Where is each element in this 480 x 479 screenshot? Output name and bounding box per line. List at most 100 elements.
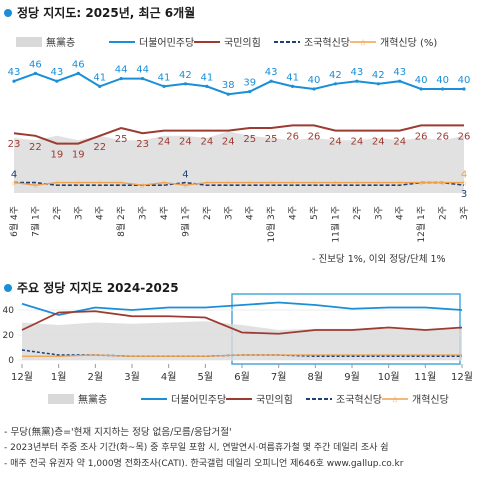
marker-star-icon: ☆ (75, 180, 81, 188)
legend-swatch-no-party (48, 394, 74, 404)
data-label-dem: 43 (265, 67, 278, 78)
data-label-ppp: 26 (436, 131, 449, 142)
point-dem (462, 87, 466, 91)
line-dem (21, 301, 463, 316)
point-dem (355, 79, 359, 83)
point-dem (248, 90, 252, 94)
marker-star-icon: ☆ (139, 182, 145, 190)
data-label-ppp: 19 (50, 150, 63, 161)
area-no-party (22, 321, 462, 360)
point-dem (205, 84, 209, 88)
data-label-dem: 41 (158, 72, 171, 83)
x-tick-label: 12월 1주 (415, 206, 427, 243)
point-dem (312, 87, 316, 91)
x-tick-label: 7월 1주 (29, 206, 41, 237)
data-label-ppp: 26 (286, 131, 299, 142)
legend-label: 국민의힘 (256, 394, 293, 406)
line-ppp (13, 124, 464, 145)
marker-star-icon: ☆ (161, 180, 167, 188)
marker-star-icon: ☆ (32, 182, 38, 190)
marker-star-icon: ☆ (204, 180, 210, 188)
note-1: - 무당(無黨)층='현재 지지하는 정당 없음/모름/응답거절' (4, 427, 232, 438)
data-label-rebuild: 4 (11, 170, 17, 181)
legend-label: 더불어민주당 (139, 37, 194, 49)
x-tick-label: 6월 4주 (8, 206, 20, 237)
note-2: - 2023년부터 주중 조사 기간(화~목) 중 후무일 포함 시, 연말연시… (4, 443, 389, 453)
x-month-label: 11월 (414, 371, 436, 383)
point-dem (419, 87, 423, 91)
legend-marker-star-icon: ☆ (359, 39, 367, 49)
data-label-ppp: 22 (93, 142, 106, 153)
x-month-label: 6월 (234, 371, 250, 383)
line-reform (13, 181, 464, 186)
data-label-ppp: 24 (350, 137, 363, 148)
data-label-dem: 44 (115, 65, 128, 76)
point-dem (33, 71, 38, 75)
data-label-dem: 43 (8, 67, 21, 78)
point-dem (376, 82, 380, 86)
data-label-dem: 39 (243, 78, 256, 89)
x-tick-label: 3주 (373, 206, 384, 220)
data-label-dem: 46 (72, 59, 85, 70)
data-label-rebuild: 4 (182, 170, 188, 181)
x-month-label: 7월 (271, 371, 287, 383)
data-label-dem: 42 (179, 70, 192, 81)
title-bullet-icon (4, 8, 12, 17)
point-dem (119, 77, 123, 81)
x-tick-label: 4주 (288, 206, 299, 220)
x-month-label: 1월 (51, 371, 67, 383)
data-label-ppp: 24 (393, 137, 406, 148)
point-dem (226, 92, 230, 96)
point-dem (440, 87, 445, 91)
data-label-dem: 41 (200, 72, 213, 83)
line-reform (22, 354, 462, 357)
data-label-dem: 43 (50, 67, 63, 78)
data-label-ppp: 24 (158, 137, 171, 148)
x-tick-label: 2주 (52, 206, 63, 220)
x-month-label: 8월 (308, 371, 324, 383)
line-ppp (21, 310, 463, 335)
data-label-dem: 42 (372, 70, 385, 81)
marker-star-icon: ☆ (182, 182, 188, 190)
marker-star-icon: ☆ (11, 180, 17, 188)
data-label-ppp: 24 (329, 137, 342, 148)
chart2-svg: 40 20 0 12월 1월 2월 3월 4월 5월 6월 7월 8월 9월 10월 11월 12월 無黨층 더불… (3, 293, 473, 406)
y-tick-label: 40 (3, 306, 15, 316)
legend-label: 조국혁신당 (304, 37, 350, 49)
data-label-ppp: 19 (72, 150, 85, 161)
data-label-dem: 43 (350, 67, 363, 78)
data-label-ppp: 24 (179, 137, 192, 148)
data-label-ppp: 25 (265, 134, 278, 145)
area-no-party (14, 131, 464, 193)
legend-label: 조국혁신당 (336, 394, 382, 406)
x-tick-label: 11월 1주 (329, 206, 341, 243)
legend-swatch-no-party (16, 37, 42, 47)
marker-star-icon: ☆ (461, 180, 467, 188)
x-month-label: 4월 (161, 371, 177, 383)
data-label-ppp: 25 (115, 134, 128, 145)
marker-star-icon: ☆ (354, 180, 360, 188)
marker-star-icon: ☆ (311, 180, 317, 188)
x-tick-label: 4주 (245, 206, 256, 220)
data-label-ppp: 26 (458, 131, 471, 142)
data-label-dem: 42 (329, 70, 342, 81)
x-tick-label: 3주 (138, 206, 149, 220)
data-label-dem: 43 (393, 67, 406, 78)
point-dem (183, 82, 188, 86)
marker-star-icon: ☆ (54, 180, 60, 188)
legend-label: 無黨층 (46, 36, 75, 49)
x-tick-label: 3주 (223, 206, 234, 220)
data-label-dem: 40 (308, 75, 321, 86)
x-tick-label: 2주 (352, 206, 363, 220)
chart1-title: 정당 지지도: 2025년, 최근 6개월 (4, 4, 195, 21)
data-label-ppp: 24 (372, 137, 385, 148)
data-label-dem: 38 (222, 80, 235, 91)
point-dem (76, 71, 80, 75)
legend-marker-star-icon: ☆ (391, 396, 399, 406)
x-tick-label: 5주 (309, 206, 320, 220)
legend-label: 더불어민주당 (171, 394, 226, 406)
legend-label: 개혁신당 (412, 394, 449, 406)
data-label-reform: 4 (461, 170, 467, 181)
data-label-dem: 40 (436, 75, 449, 86)
data-label-rebuild: 3 (461, 189, 467, 200)
